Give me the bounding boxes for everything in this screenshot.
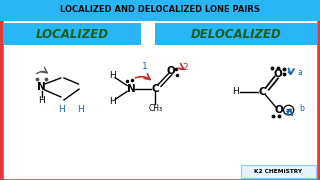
Text: H: H xyxy=(232,87,239,96)
Text: C: C xyxy=(259,87,266,96)
Text: LOCALIZED: LOCALIZED xyxy=(36,28,108,41)
Text: H: H xyxy=(109,71,116,80)
Text: 1: 1 xyxy=(142,62,148,71)
Text: O: O xyxy=(167,66,176,75)
Text: C: C xyxy=(151,84,159,93)
Text: H: H xyxy=(109,97,116,106)
Text: −: − xyxy=(285,106,292,115)
Text: DELOCALIZED: DELOCALIZED xyxy=(190,28,281,41)
Text: N: N xyxy=(37,82,46,92)
Text: H: H xyxy=(76,105,84,114)
Text: b: b xyxy=(299,104,304,113)
Text: H: H xyxy=(38,96,45,105)
Text: LOCALIZED AND DELOCALIZED LONE PAIRS: LOCALIZED AND DELOCALIZED LONE PAIRS xyxy=(60,4,260,14)
FancyBboxPatch shape xyxy=(3,23,141,45)
Text: N: N xyxy=(127,84,136,93)
Text: CH₃: CH₃ xyxy=(148,104,162,113)
FancyBboxPatch shape xyxy=(155,23,317,45)
Text: 2: 2 xyxy=(183,63,188,72)
Text: H: H xyxy=(58,105,65,114)
FancyBboxPatch shape xyxy=(241,165,316,178)
Text: O: O xyxy=(273,69,282,78)
Text: a: a xyxy=(298,68,302,76)
Text: K2 CHEMISTRY: K2 CHEMISTRY xyxy=(254,169,302,174)
FancyBboxPatch shape xyxy=(0,0,320,21)
Text: O: O xyxy=(274,105,283,115)
